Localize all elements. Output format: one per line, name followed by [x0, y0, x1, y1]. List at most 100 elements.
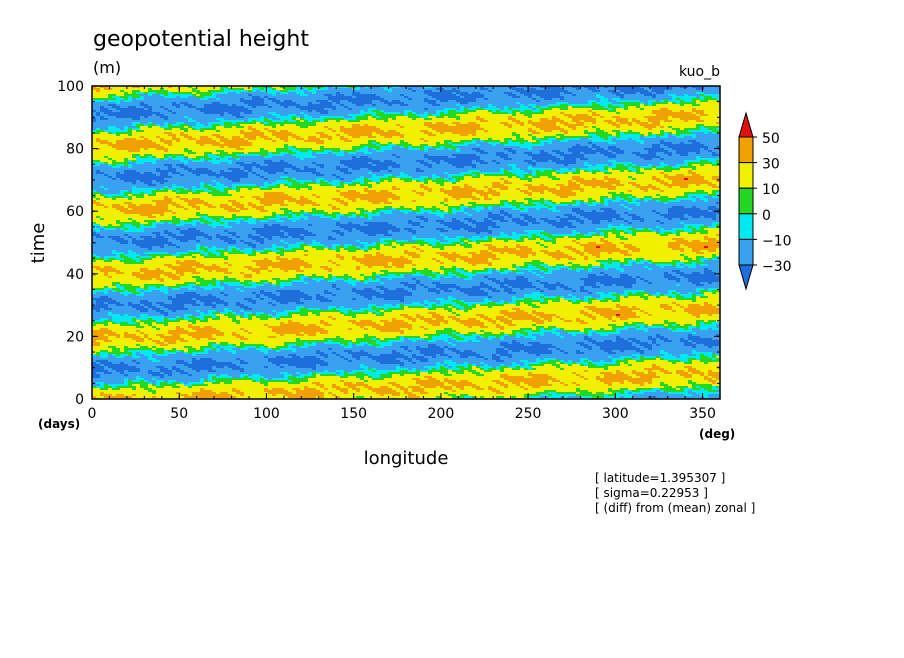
heatmap-cell	[528, 116, 532, 119]
heatmap-cell	[436, 214, 444, 217]
heatmap-cell	[612, 232, 620, 235]
heatmap-cell	[548, 176, 556, 179]
heatmap-cell	[152, 154, 164, 157]
heatmap-cell	[684, 120, 688, 123]
heatmap-cell	[212, 190, 220, 193]
heatmap-cell	[280, 282, 292, 285]
heatmap-cell	[112, 282, 120, 285]
heatmap-cell	[376, 244, 380, 247]
heatmap-cell	[216, 264, 228, 267]
heatmap-cell	[428, 218, 452, 221]
heatmap-cell	[356, 266, 360, 269]
heatmap-cell	[412, 236, 416, 239]
heatmap-cell	[216, 236, 228, 239]
heatmap-cell	[336, 238, 380, 241]
heatmap-cell	[564, 96, 596, 99]
heatmap-cell	[152, 180, 156, 183]
heatmap-cell	[600, 282, 636, 285]
heatmap-cell	[420, 168, 500, 171]
heatmap-cell	[92, 102, 116, 105]
heatmap-cell	[344, 280, 360, 283]
heatmap-cell	[536, 106, 540, 109]
heatmap-cell	[584, 234, 592, 237]
heatmap-cell	[504, 168, 512, 171]
heatmap-cell	[560, 210, 572, 213]
heatmap-cell	[704, 196, 712, 199]
heatmap-cell	[488, 216, 504, 219]
heatmap-cell	[412, 264, 416, 267]
heatmap-cell	[512, 216, 524, 219]
heatmap-cell	[300, 150, 308, 153]
heatmap-cell	[344, 244, 352, 247]
heatmap-cell	[92, 174, 104, 177]
heatmap-cell	[336, 134, 340, 137]
heatmap-cell	[616, 284, 632, 287]
heatmap-cell	[316, 182, 320, 185]
heatmap-cell	[508, 142, 520, 145]
heatmap-cell	[472, 256, 496, 259]
heatmap-cell	[392, 262, 412, 265]
heatmap-cell	[472, 160, 476, 163]
heatmap-cell	[92, 120, 96, 123]
heatmap-cell	[204, 158, 212, 161]
heatmap-cell	[608, 132, 616, 135]
heatmap-cell	[712, 96, 720, 99]
heatmap-cell	[472, 138, 480, 141]
heatmap-cell	[648, 118, 668, 121]
heatmap-cell	[404, 172, 444, 175]
heatmap-cell	[476, 98, 484, 101]
heatmap-cell	[708, 180, 716, 183]
heatmap-cell	[600, 238, 604, 241]
heatmap-cell	[280, 100, 284, 103]
heatmap-cell	[344, 104, 356, 107]
heatmap-cell	[240, 132, 264, 135]
heatmap-cell	[544, 266, 552, 269]
heatmap-cell	[180, 196, 240, 199]
heatmap-cell	[472, 218, 484, 221]
heatmap-cell	[472, 246, 488, 249]
heatmap-cell	[616, 120, 628, 123]
heatmap-cell	[368, 146, 380, 149]
heatmap-cell	[160, 286, 168, 289]
heatmap-cell	[696, 108, 720, 111]
heatmap-cell	[336, 190, 340, 193]
heatmap-cell	[596, 256, 600, 259]
heatmap-cell	[192, 168, 196, 171]
heatmap-cell	[532, 202, 540, 205]
heatmap-cell	[564, 92, 572, 95]
heatmap-cell	[188, 128, 192, 131]
heatmap-cell	[180, 230, 200, 233]
heatmap-cell	[120, 100, 124, 103]
heatmap-cell	[596, 164, 608, 167]
heatmap-cell	[312, 204, 320, 207]
heatmap-cell	[480, 92, 504, 95]
heatmap-cell	[344, 150, 356, 153]
heatmap-cell	[176, 224, 184, 227]
heatmap-cell	[608, 252, 612, 255]
heatmap-cell	[508, 216, 512, 219]
heatmap-cell	[640, 100, 648, 103]
heatmap-cell	[148, 184, 156, 187]
heatmap-cell	[164, 244, 168, 247]
heatmap-cell	[572, 246, 584, 249]
heatmap-cell	[360, 120, 384, 123]
heatmap-cell	[280, 286, 284, 289]
heatmap-cell	[116, 208, 128, 211]
heatmap-cell	[304, 182, 316, 185]
heatmap-cell	[248, 202, 252, 205]
heatmap-cell	[232, 180, 240, 183]
heatmap-cell	[356, 184, 360, 187]
heatmap-cell	[632, 216, 640, 219]
heatmap-cell	[180, 232, 204, 235]
heatmap-cell	[200, 94, 212, 97]
heatmap-cell	[672, 248, 684, 251]
heatmap-cell	[336, 262, 360, 265]
heatmap-cell	[480, 152, 488, 155]
heatmap-cell	[620, 270, 624, 273]
heatmap-cell	[600, 90, 608, 93]
heatmap-cell	[448, 272, 452, 275]
heatmap-cell	[296, 120, 300, 123]
heatmap-cell	[448, 116, 460, 119]
heatmap-cell	[588, 146, 592, 149]
heatmap-cell	[536, 220, 544, 223]
